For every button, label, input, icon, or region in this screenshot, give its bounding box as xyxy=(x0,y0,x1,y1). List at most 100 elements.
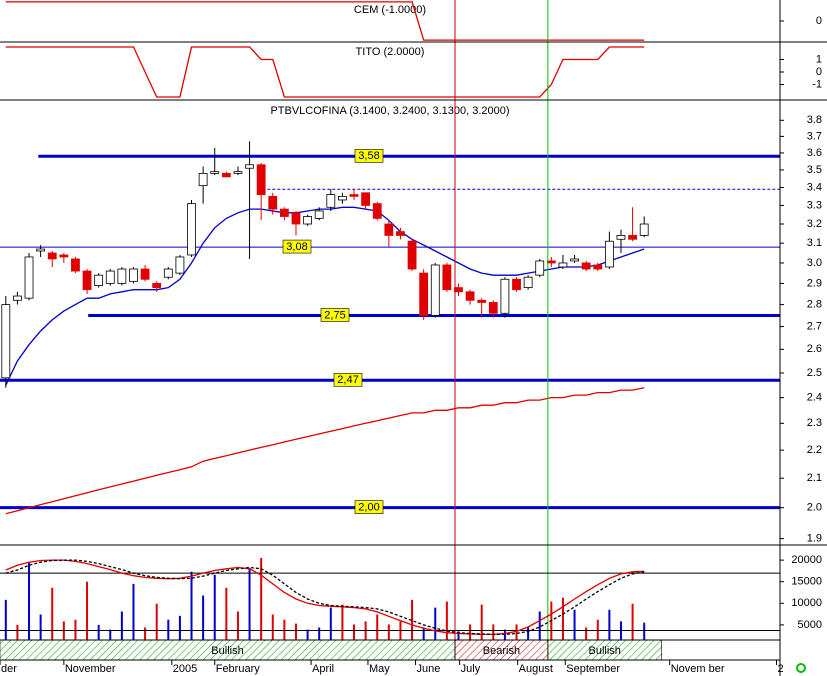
candle-body xyxy=(24,256,34,299)
candle-body xyxy=(71,258,80,272)
series-line xyxy=(5,1,645,41)
volume-bar xyxy=(318,627,321,640)
candle-body xyxy=(59,254,69,258)
candle-body xyxy=(187,203,196,256)
candle-body xyxy=(558,262,568,268)
volume-bar xyxy=(271,614,274,640)
x-tick-label: February xyxy=(216,663,261,675)
candle-body xyxy=(361,192,371,206)
y-tick-label: 2.3 xyxy=(807,417,822,429)
x-tick-label: September xyxy=(566,663,620,675)
candle-body xyxy=(372,203,382,219)
level-label: 2,00 xyxy=(358,502,379,514)
level-label-box xyxy=(282,239,312,254)
volume-bar xyxy=(608,609,611,640)
panel-title: TITO (2.0000) xyxy=(356,46,425,58)
y-tick-label: 2.2 xyxy=(807,444,822,456)
volume-bar xyxy=(190,571,193,640)
volume-bar xyxy=(306,629,309,640)
volume-bar xyxy=(329,607,332,640)
volume-bar xyxy=(445,601,448,640)
candle-body xyxy=(430,264,440,316)
candle-body xyxy=(454,287,463,293)
volume-bar xyxy=(422,627,425,640)
candle-body xyxy=(384,223,394,236)
volume-bar xyxy=(643,622,646,640)
volume-bar xyxy=(248,567,251,640)
x-tick-label: April xyxy=(312,663,334,675)
y-tick-label: 15000 xyxy=(791,576,822,588)
candle-body xyxy=(581,262,591,270)
volume-bar xyxy=(39,614,42,640)
y-tick-label: 10000 xyxy=(791,597,822,609)
candle-body xyxy=(210,171,220,174)
candle-body xyxy=(604,240,614,268)
x-tick-label: Novem ber xyxy=(671,663,725,675)
y-tick-label: 2.7 xyxy=(807,320,822,332)
candle-body xyxy=(639,223,649,236)
volume-bar xyxy=(120,611,123,640)
x-tick-label: November xyxy=(65,663,116,675)
candle-body xyxy=(129,268,138,282)
y-tick-label: 5000 xyxy=(798,619,822,631)
candle-body xyxy=(256,164,266,195)
volume-bar xyxy=(225,587,228,640)
y-tick-label: 3.0 xyxy=(807,257,822,269)
candle-body xyxy=(36,248,46,252)
candle-body xyxy=(488,302,498,314)
volume-bar xyxy=(527,627,530,640)
y-tick-label: 2.5 xyxy=(807,367,822,379)
x-tick-label: July xyxy=(461,663,481,675)
volume-bar xyxy=(561,597,564,640)
candle-body xyxy=(198,172,208,187)
signal-label: Bearish xyxy=(483,645,520,657)
x-tick-label: May xyxy=(369,663,390,675)
volume-bar xyxy=(16,624,19,640)
volume-bar xyxy=(492,624,495,640)
candle-body xyxy=(47,252,57,260)
volume-bar xyxy=(132,583,135,640)
y-tick-label: 2.1 xyxy=(807,472,822,484)
candle-body xyxy=(221,172,231,178)
volume-bar xyxy=(283,619,286,640)
level-label: 2,47 xyxy=(337,374,358,386)
signal-label: Bullish xyxy=(589,645,621,657)
candle-body xyxy=(279,208,289,217)
y-tick-label: 3.4 xyxy=(807,181,822,193)
candle-body xyxy=(535,260,545,276)
y-tick-label: 2.4 xyxy=(807,392,822,404)
series-line xyxy=(5,559,645,636)
candle-body xyxy=(628,235,637,240)
series-line xyxy=(5,46,645,98)
x-tick-label: June xyxy=(417,663,441,675)
volume-bar xyxy=(480,604,483,640)
x-tick-label: 2005 xyxy=(173,663,197,675)
candle-body xyxy=(338,195,347,201)
volume-bar xyxy=(387,624,390,640)
y-tick-label: 3.7 xyxy=(807,130,822,142)
volume-bar xyxy=(585,627,588,640)
level-label-box xyxy=(320,308,350,322)
candle-body xyxy=(233,171,243,174)
level-label-box xyxy=(354,148,384,163)
series-line xyxy=(5,387,645,515)
panel-title: CEM (-1.0000) xyxy=(354,4,426,16)
candle-body xyxy=(1,304,11,379)
level-label: 3,08 xyxy=(286,241,307,253)
candle-body xyxy=(616,235,626,240)
volume-bar xyxy=(434,607,437,640)
series-line xyxy=(5,559,645,636)
volume-bar xyxy=(353,624,356,640)
candle-body xyxy=(512,278,521,291)
candle-body xyxy=(326,194,336,208)
volume-bar xyxy=(503,629,506,640)
candle-body xyxy=(477,299,487,303)
signal-label: Bullish xyxy=(211,645,243,657)
y-tick-label: 3.2 xyxy=(807,218,822,230)
candle-body xyxy=(175,256,185,274)
volume-bar xyxy=(457,631,460,640)
y-tick-label: 1 xyxy=(816,53,822,65)
volume-bar xyxy=(178,615,181,640)
volume-bar xyxy=(260,557,263,640)
